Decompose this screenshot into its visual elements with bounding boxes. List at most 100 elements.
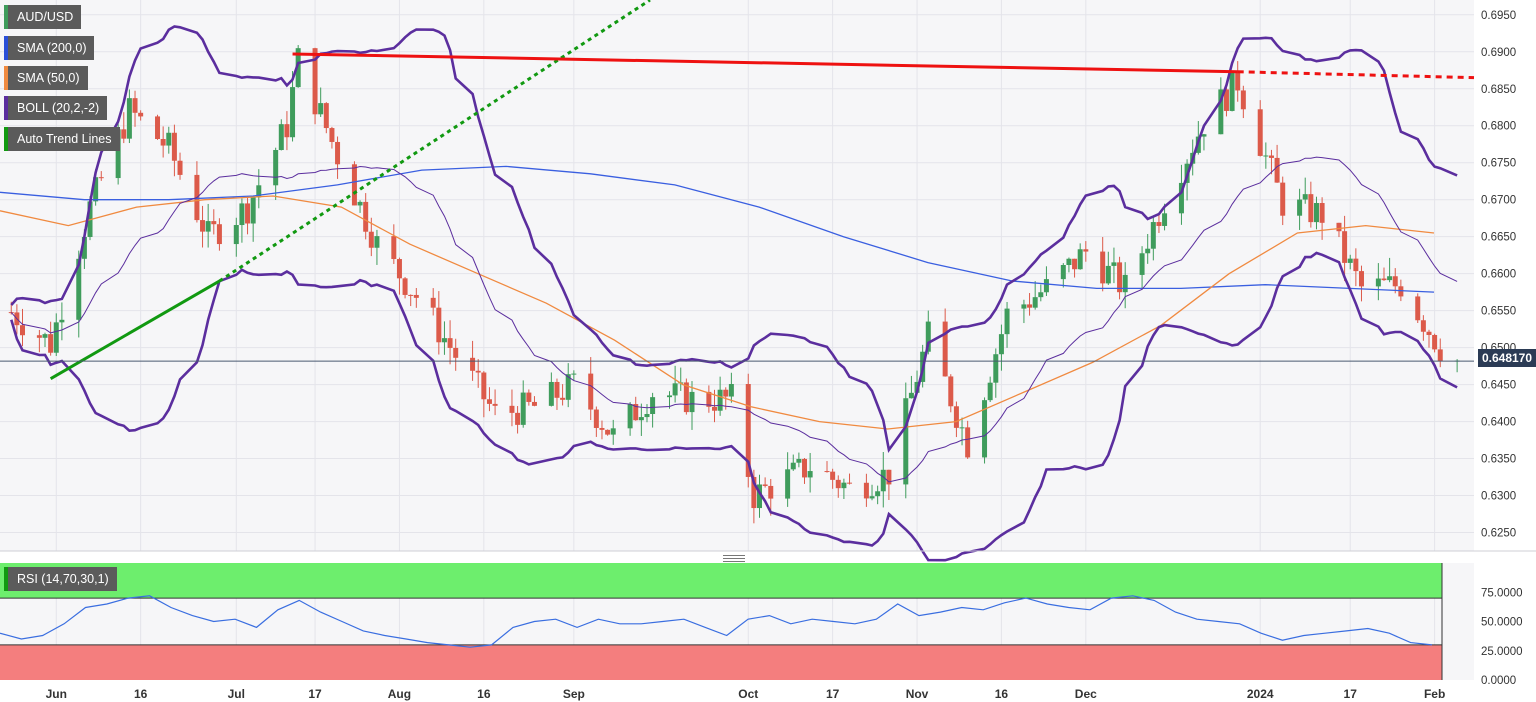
- candle: [515, 406, 521, 434]
- uptrend-line: [49, 279, 221, 380]
- legend-boll[interactable]: BOLL (20,2,-2): [4, 96, 108, 120]
- candle: [1302, 177, 1308, 204]
- pane-resize-handle[interactable]: [723, 553, 745, 562]
- candle-body: [374, 236, 380, 248]
- candle-body: [863, 482, 869, 499]
- candle-body: [312, 48, 318, 115]
- candle-body: [1117, 262, 1123, 293]
- rsi-overbought-zone: [0, 563, 1442, 599]
- candle-body: [908, 392, 914, 399]
- candle: [363, 193, 369, 240]
- candle: [256, 169, 262, 209]
- candle: [1319, 197, 1325, 240]
- legend-sma200[interactable]: SMA (200,0): [4, 36, 95, 60]
- candle-body: [1139, 253, 1145, 275]
- candle: [481, 371, 487, 418]
- candle-body: [1105, 265, 1111, 284]
- candle-body: [481, 372, 487, 400]
- legend-symbol[interactable]: AUD/USD: [4, 5, 82, 29]
- candle: [475, 359, 481, 388]
- candle: [1145, 233, 1151, 264]
- candle: [802, 457, 808, 484]
- candle: [1038, 284, 1044, 302]
- candle-body: [1083, 249, 1089, 252]
- candle-body: [284, 124, 290, 138]
- candle-body: [1358, 271, 1364, 287]
- candle-body: [1229, 71, 1235, 111]
- candle: [211, 209, 217, 235]
- candle: [1274, 144, 1280, 183]
- candle: [847, 473, 853, 485]
- candle: [177, 152, 183, 180]
- candle-body: [177, 160, 183, 175]
- candle-body: [998, 334, 1004, 355]
- candle: [335, 136, 341, 179]
- y-tick-label: 0.6550: [1481, 306, 1516, 318]
- legend-rsi[interactable]: RSI (14,70,30,1): [4, 567, 117, 591]
- candle: [42, 332, 48, 348]
- x-tick-label: Feb: [1424, 687, 1445, 701]
- candle: [486, 387, 492, 412]
- rsi-y-tick-label: 25.0000: [1481, 646, 1523, 658]
- x-tick-label: Sep: [563, 687, 585, 701]
- candle-body: [1218, 89, 1224, 135]
- candle: [1268, 149, 1274, 175]
- candle: [1347, 254, 1353, 270]
- y-tick-label: 0.6300: [1481, 491, 1516, 503]
- candle: [627, 402, 633, 436]
- candle-body: [965, 427, 971, 458]
- candle-body: [402, 278, 408, 295]
- candle: [155, 114, 161, 140]
- candle-body: [1375, 278, 1381, 287]
- candle: [824, 461, 830, 473]
- candle: [683, 378, 689, 415]
- candle: [863, 473, 869, 507]
- candle-body: [239, 203, 245, 226]
- candle: [638, 403, 644, 436]
- candle: [402, 277, 408, 299]
- candle: [166, 126, 172, 154]
- candle: [1032, 281, 1038, 310]
- legend-sma50[interactable]: SMA (50,0): [4, 66, 88, 90]
- boll-upper-band: [10, 25, 1458, 454]
- candle: [413, 287, 419, 308]
- x-tick-label: Oct: [738, 687, 758, 701]
- candle-body: [1145, 248, 1151, 254]
- x-tick-label: Dec: [1075, 687, 1097, 701]
- candle-body: [689, 391, 695, 413]
- candle: [1263, 142, 1269, 169]
- candle: [53, 313, 59, 356]
- candle-body: [548, 381, 554, 406]
- candle-body: [785, 469, 791, 499]
- candle-body: [1021, 304, 1027, 309]
- candle-body: [295, 48, 301, 88]
- candle-body: [633, 404, 639, 421]
- candle-body: [1420, 320, 1426, 332]
- y-tick-label: 0.6450: [1481, 380, 1516, 392]
- y-tick-label: 0.6250: [1481, 528, 1516, 540]
- candle-body: [93, 177, 99, 202]
- candle-body: [802, 458, 808, 478]
- candle-body: [408, 294, 414, 296]
- candle: [1375, 263, 1381, 301]
- candle-body: [1381, 278, 1387, 281]
- candle-body: [807, 471, 813, 478]
- downtrend-line: [292, 52, 1238, 74]
- candle: [982, 397, 988, 464]
- candle: [36, 329, 42, 353]
- candle-body: [869, 496, 875, 499]
- x-tick-label: 17: [308, 687, 322, 701]
- candle: [396, 257, 402, 295]
- candle: [1083, 241, 1089, 262]
- candle-body: [711, 406, 717, 411]
- candle: [1150, 215, 1156, 261]
- candle-body: [706, 391, 712, 407]
- candle: [548, 372, 554, 407]
- legend-trend[interactable]: Auto Trend Lines: [4, 127, 120, 151]
- candle-body: [526, 392, 532, 402]
- candle-body: [948, 376, 954, 407]
- candle: [1229, 71, 1235, 112]
- candle-body: [1072, 258, 1078, 270]
- candle-body: [216, 224, 222, 245]
